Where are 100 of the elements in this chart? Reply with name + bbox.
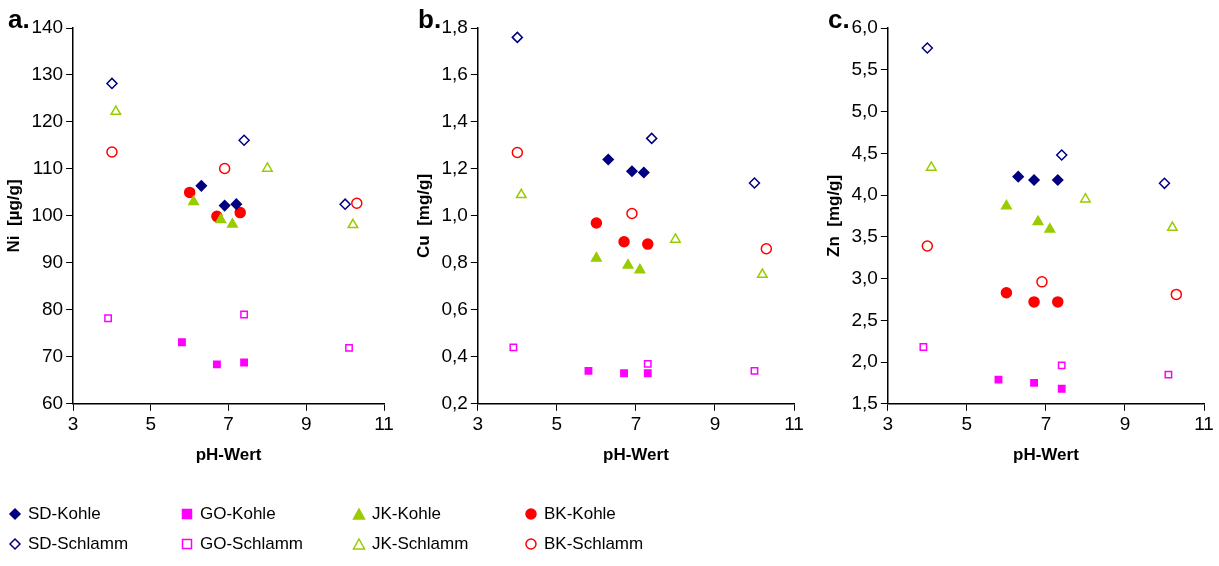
point: [1055, 149, 1068, 161]
point: [212, 360, 221, 369]
point: [590, 217, 603, 229]
point: [240, 310, 249, 319]
point: [1012, 170, 1024, 183]
y-tick-label: 90: [41, 251, 64, 273]
y-tick-label: 5,5: [851, 57, 878, 79]
y-tick-label: 6,0: [851, 16, 878, 38]
point: [1000, 286, 1013, 299]
legend-label: BK-Kohle: [544, 504, 616, 524]
x-tick-label: 11: [1194, 413, 1214, 435]
x-tick-label: 9: [1119, 413, 1131, 435]
y-tick-label: 2,5: [851, 308, 878, 330]
y-tick-label: 0,4: [441, 345, 469, 367]
y-tick-label: 1,5: [851, 392, 878, 414]
point: [351, 197, 363, 209]
x-tick-label: 3: [882, 413, 894, 435]
y-tick-label: 5,0: [851, 99, 878, 121]
point: [1028, 174, 1040, 186]
y-tick-label: 110: [32, 157, 64, 179]
y-axis-title: Ni [µg/g]: [3, 179, 23, 253]
y-tick-label: 70: [41, 345, 64, 367]
x-tick-label: 5: [551, 413, 563, 435]
point: [1164, 370, 1173, 379]
point: [643, 359, 652, 368]
point: [620, 369, 628, 378]
y-tick-label: 60: [41, 392, 64, 414]
y-tick-label: 1,8: [441, 16, 468, 38]
point: [110, 105, 122, 116]
point: [1166, 221, 1178, 232]
point: [1028, 296, 1040, 308]
y-tick-label: 0,2: [441, 392, 468, 414]
point: [509, 343, 518, 352]
point: [218, 199, 231, 212]
point: [515, 188, 527, 199]
point: [921, 42, 934, 54]
point: [669, 233, 681, 243]
point: [261, 162, 273, 172]
y-axis-title: Zn [mg/g]: [823, 174, 843, 257]
point: [1170, 288, 1183, 301]
y-tick-label: 3,0: [851, 266, 878, 288]
point: [511, 146, 524, 159]
point: [104, 314, 113, 323]
point: [1036, 276, 1048, 288]
x-tick-label: 7: [630, 413, 642, 435]
x-axis-title: pH-Wert: [603, 445, 670, 465]
y-tick-label: 1,0: [441, 204, 468, 226]
point: [234, 206, 246, 219]
point: [1000, 199, 1012, 210]
point: [188, 195, 200, 206]
point: [1057, 384, 1066, 393]
point: [638, 166, 650, 179]
x-tick-label: 7: [1040, 413, 1052, 435]
y-tick-label: 1,2: [441, 157, 468, 179]
point: [238, 134, 250, 147]
legend-label: SD-Kohle: [28, 504, 101, 524]
y-tick-label: 100: [31, 204, 64, 226]
point: [919, 343, 928, 351]
point: [511, 31, 524, 44]
point: [921, 240, 934, 252]
point: [240, 358, 249, 367]
point: [1079, 192, 1091, 203]
y-tick-label: 0,8: [441, 251, 468, 273]
y-axis-title: Cu [mg/g]: [413, 173, 433, 258]
point: [642, 238, 654, 250]
point: [925, 161, 937, 171]
y-tick-label: 1,4: [441, 110, 469, 132]
point: [1044, 223, 1056, 233]
legend-label: GO-Schlamm: [200, 534, 303, 554]
y-tick-label: 80: [41, 298, 64, 320]
x-tick-label: 11: [784, 413, 804, 435]
y-tick-label: 4,0: [851, 183, 878, 205]
x-axis-title: pH-Wert: [195, 445, 262, 465]
point: [602, 153, 614, 166]
chart-title: b.: [418, 4, 442, 35]
y-tick-label: 1,6: [441, 63, 468, 85]
point: [218, 162, 231, 175]
point: [590, 251, 602, 262]
x-tick-label: 5: [145, 413, 157, 435]
x-tick-label: 9: [300, 413, 312, 435]
point: [1052, 296, 1064, 308]
x-tick-label: 5: [961, 413, 973, 435]
point: [622, 258, 634, 269]
legend-label: JK-Schlamm: [372, 534, 469, 554]
y-tick-label: 120: [31, 110, 64, 132]
point: [1057, 361, 1066, 370]
point: [748, 177, 761, 189]
point: [584, 366, 593, 375]
point: [645, 132, 658, 145]
y-tick-label: 2,0: [851, 350, 878, 372]
point: [215, 213, 227, 224]
legend-label: GO-Kohle: [200, 504, 276, 524]
x-tick-label: 3: [67, 413, 79, 435]
point: [643, 369, 652, 378]
point: [1030, 378, 1038, 387]
x-tick-label: 11: [374, 413, 394, 435]
x-tick-label: 7: [223, 413, 234, 435]
point: [994, 375, 1003, 384]
point: [626, 165, 638, 178]
point: [347, 218, 359, 229]
